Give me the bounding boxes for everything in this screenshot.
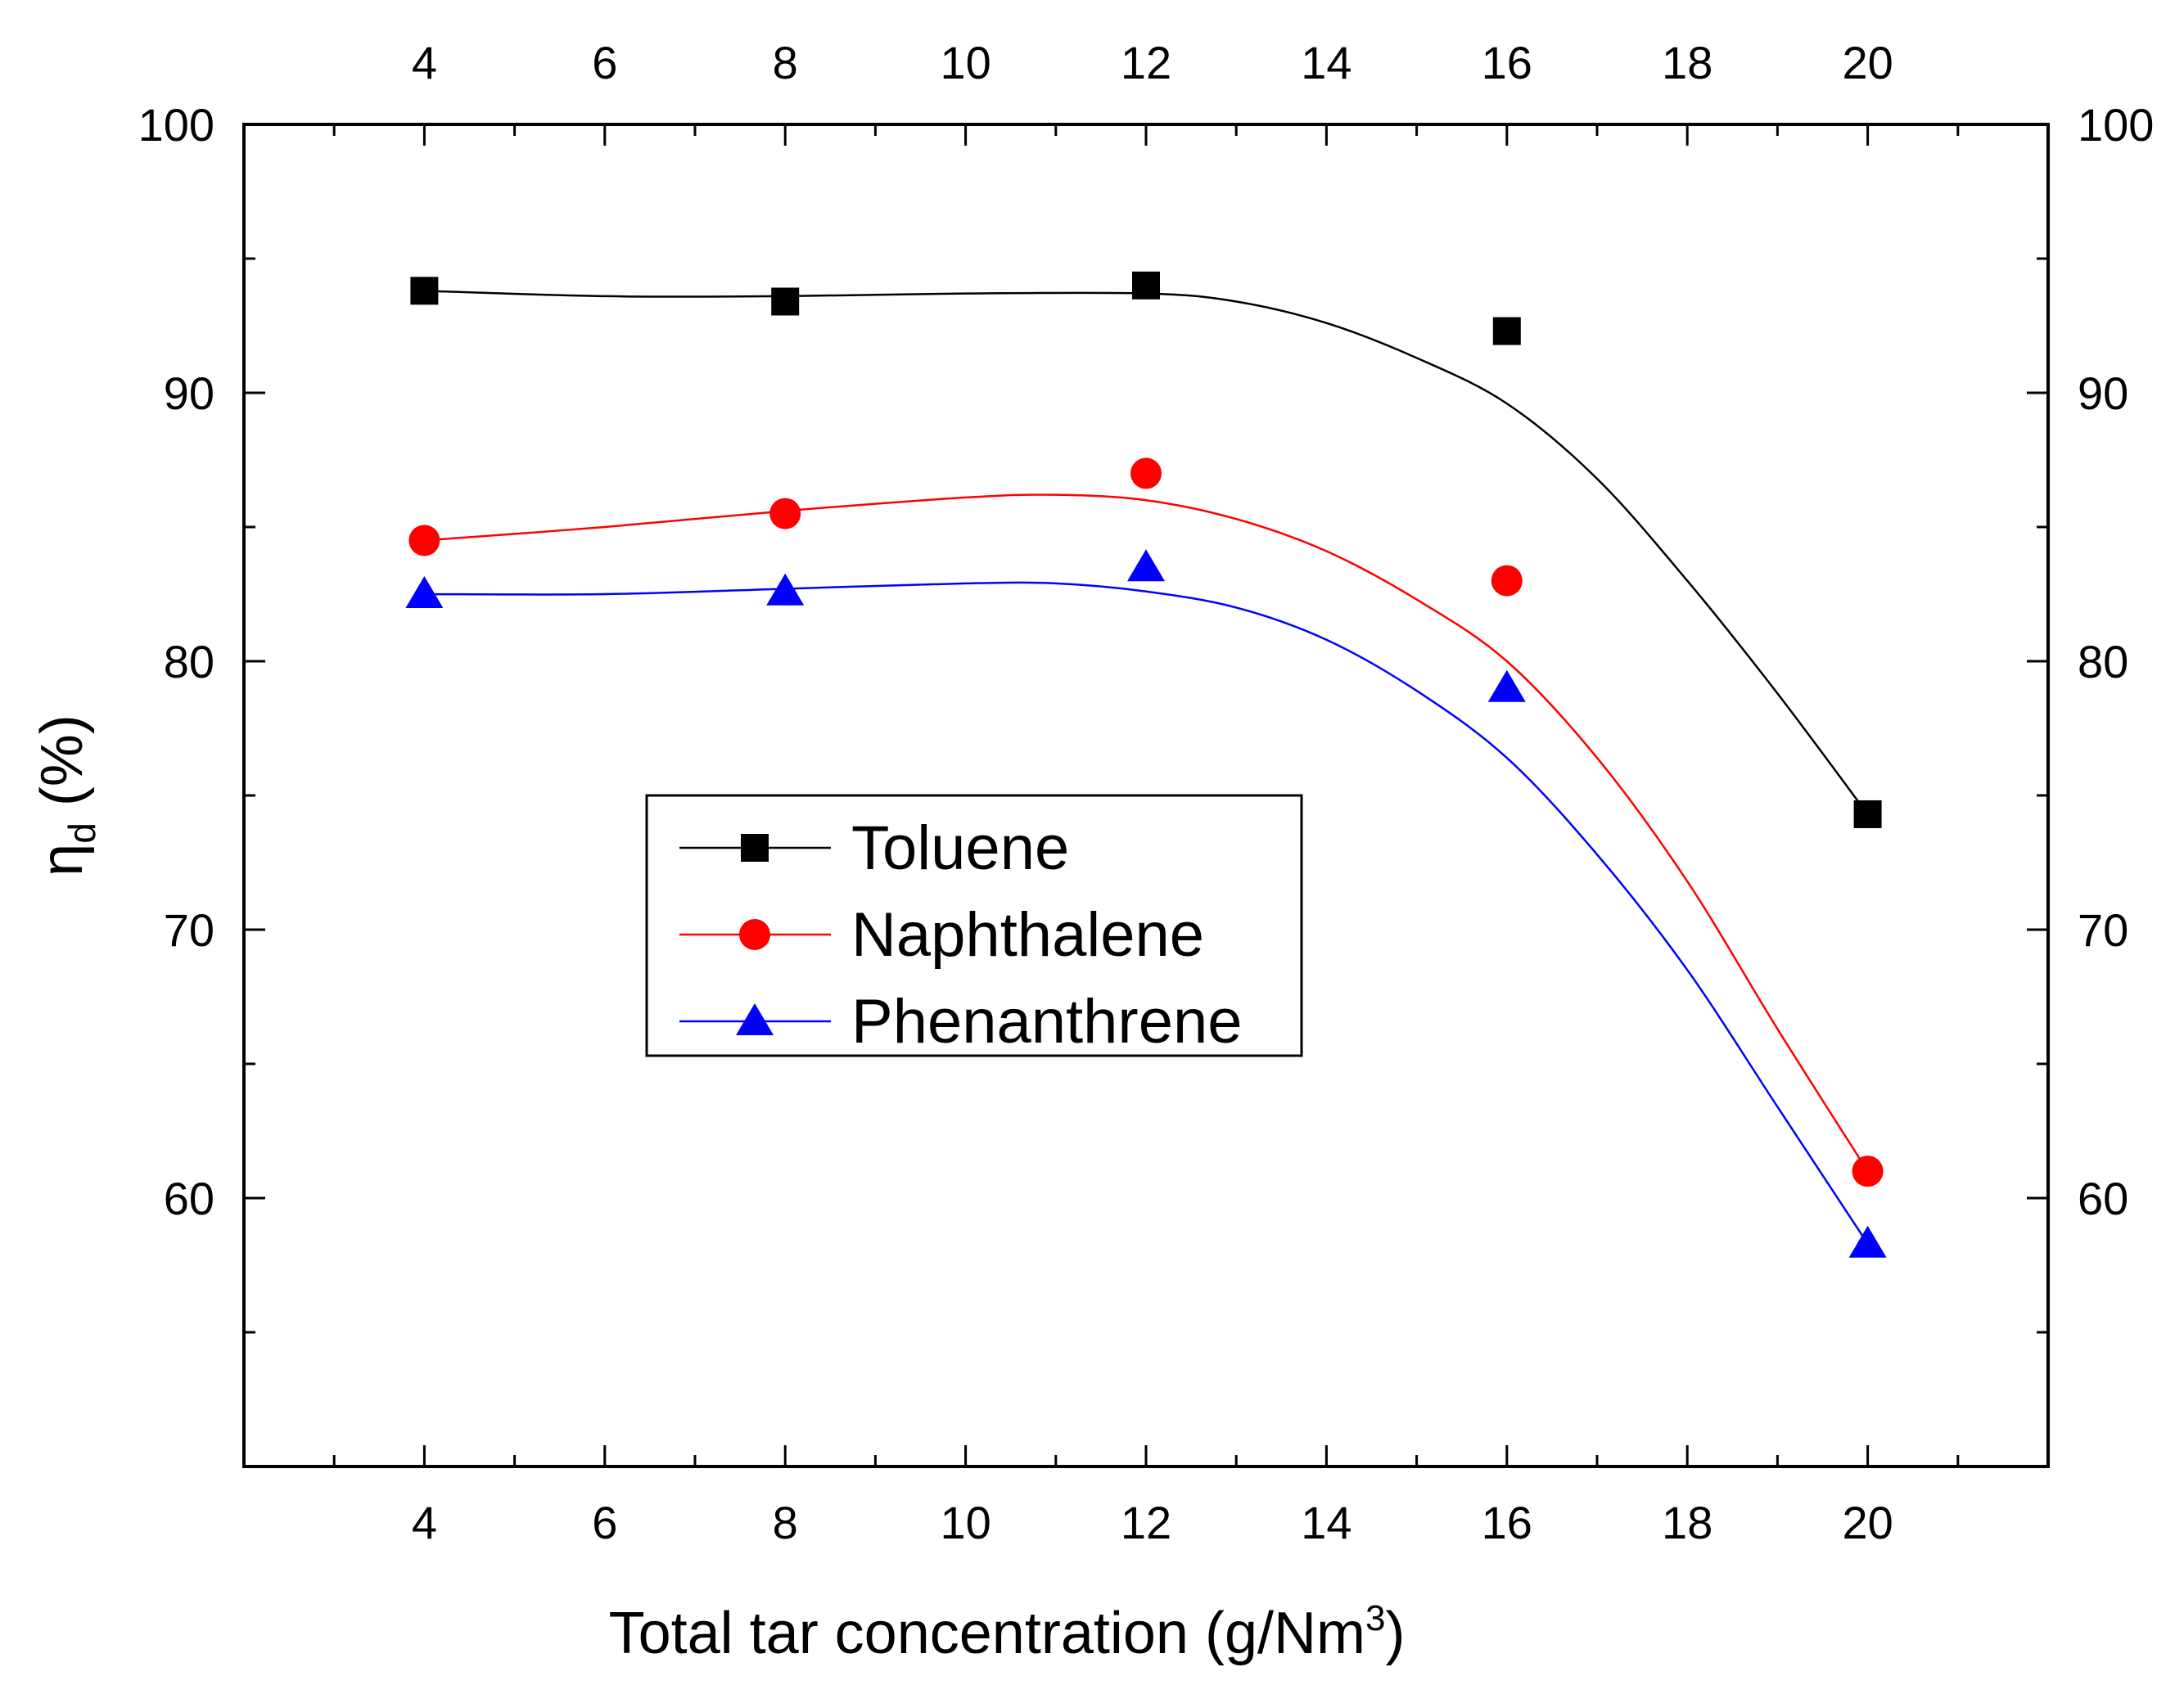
x-tick-label-bottom: 18 xyxy=(1662,1497,1712,1548)
y-tick-label-right: 60 xyxy=(2078,1173,2128,1224)
phenanthrene-point xyxy=(1487,669,1526,702)
y-axis-title: ηd (%) xyxy=(29,714,103,876)
naphthalene-point xyxy=(1130,457,1162,489)
legend-items: Toluene Naphthalene Phenanthrene xyxy=(679,813,1243,1057)
x-axis-title-superscript: 3 xyxy=(1365,1598,1385,1638)
x-axis-title-main: Total tar concentration (g/Nm xyxy=(609,1601,1365,1666)
x-tick-label-bottom: 14 xyxy=(1301,1497,1351,1548)
y-tick-label-right: 80 xyxy=(2078,636,2128,687)
x-tick-label-top: 20 xyxy=(1842,37,1893,88)
legend-label-toluene: Toluene xyxy=(851,813,1069,883)
data-markers xyxy=(405,271,1887,1258)
legend-marker-naphthalene xyxy=(739,919,770,950)
legend: Toluene Naphthalene Phenanthrene xyxy=(645,794,1303,1057)
naphthalene-point xyxy=(1852,1156,1884,1187)
y-tick-label-left: 70 xyxy=(164,904,214,956)
x-tick-label-top: 6 xyxy=(592,37,617,88)
toluene-point xyxy=(410,277,439,305)
naphthalene-point xyxy=(408,525,440,556)
legend-marker-toluene xyxy=(741,834,769,862)
y-tick-label-left: 60 xyxy=(164,1173,214,1224)
legend-label-phenanthrene: Phenanthrene xyxy=(851,987,1243,1057)
legend-label-naphthalene: Naphthalene xyxy=(851,900,1204,970)
toluene-point xyxy=(1492,317,1521,345)
x-tick-label-top: 18 xyxy=(1662,37,1712,88)
x-axis-title: Total tar concentration (g/Nm3) xyxy=(609,1598,1406,1666)
y-tick-label-left: 80 xyxy=(164,636,214,687)
x-tick-label-top: 8 xyxy=(773,37,798,88)
phenanthrene-point xyxy=(1127,549,1165,582)
x-tick-label-bottom: 6 xyxy=(592,1497,617,1548)
y-axis-title-symbol: η xyxy=(29,844,95,876)
x-tick-label-top: 10 xyxy=(940,37,990,88)
y-tick-label-left: 90 xyxy=(164,367,214,419)
x-tick-label-bottom: 16 xyxy=(1482,1497,1532,1548)
x-tick-label-top: 16 xyxy=(1482,37,1532,88)
axis-tick-labels: 4 4 6 6 8 8 10 10 12 12 14 14 16 16 18 18 20 20 60 60 70 70 80… xyxy=(138,37,2155,1548)
x-tick-label-bottom: 4 xyxy=(412,1497,437,1548)
x-tick-label-top: 4 xyxy=(412,37,437,88)
toluene-point xyxy=(1853,800,1882,828)
phenanthrene-point xyxy=(405,576,444,608)
phenanthrene-point xyxy=(766,573,805,606)
x-tick-label-top: 12 xyxy=(1121,37,1171,88)
naphthalene-point xyxy=(769,498,801,529)
axis-ticks xyxy=(244,123,2048,1466)
toluene-point xyxy=(771,287,800,316)
y-axis-title-suffix: (%) xyxy=(29,714,95,822)
x-tick-label-bottom: 8 xyxy=(773,1497,798,1548)
x-tick-label-bottom: 20 xyxy=(1842,1497,1893,1548)
fit-curves xyxy=(424,290,1869,1245)
legend-marker-phenanthrene xyxy=(736,1003,774,1035)
x-axis-title-suffix: ) xyxy=(1385,1601,1405,1666)
x-tick-label-bottom: 12 xyxy=(1121,1497,1171,1548)
y-axis-title-subscript: d xyxy=(61,822,103,844)
phenanthrene-point xyxy=(1848,1225,1887,1258)
x-tick-label-bottom: 10 xyxy=(940,1497,990,1548)
toluene-point xyxy=(1132,271,1160,300)
y-tick-label-right: 100 xyxy=(2078,99,2154,151)
toluene-fit-line xyxy=(424,290,1869,815)
y-tick-label-right: 70 xyxy=(2078,904,2128,956)
y-tick-label-left: 100 xyxy=(138,99,214,151)
naphthalene-point xyxy=(1491,565,1523,597)
x-tick-label-top: 14 xyxy=(1301,37,1351,88)
y-tick-label-right: 90 xyxy=(2078,367,2128,419)
